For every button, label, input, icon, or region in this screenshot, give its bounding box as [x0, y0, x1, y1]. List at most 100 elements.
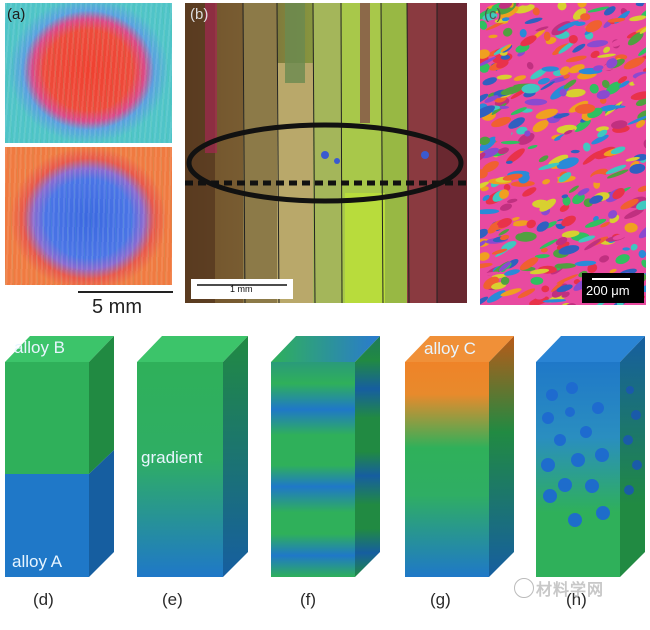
grain: [487, 224, 499, 234]
grain: [513, 75, 527, 81]
grain: [599, 255, 610, 263]
grain: [561, 215, 576, 227]
grain: [508, 117, 525, 129]
grain: [480, 7, 498, 20]
grain: [556, 157, 579, 170]
grain: [539, 198, 556, 212]
grain: [526, 61, 534, 70]
grain: [600, 221, 610, 228]
grain: [500, 54, 511, 60]
grain: [498, 261, 511, 272]
grain: [607, 17, 626, 23]
grain: [609, 105, 626, 109]
panel-a-top-map: [5, 3, 172, 143]
grain: [498, 3, 513, 9]
grain: [639, 214, 646, 223]
grain: [604, 6, 616, 16]
grain: [480, 240, 486, 247]
grain: [627, 32, 644, 46]
grain: [538, 77, 550, 85]
grain: [480, 105, 495, 119]
grain: [534, 254, 550, 259]
grain: [535, 108, 559, 120]
grain: [626, 31, 640, 39]
grain: [480, 252, 490, 261]
grain: [519, 29, 527, 38]
grain: [624, 222, 638, 233]
grain: [574, 59, 590, 65]
grain: [562, 195, 571, 206]
grain: [565, 88, 586, 98]
grain: [556, 241, 570, 250]
grain: [496, 74, 512, 80]
grain: [561, 291, 570, 298]
grain: [626, 104, 636, 112]
grain: [510, 107, 527, 116]
grain: [541, 66, 559, 72]
grain: [482, 13, 498, 21]
grain: [563, 130, 573, 135]
grain: [563, 74, 570, 79]
grain: [496, 218, 512, 228]
grain: [558, 245, 580, 255]
grain: [480, 271, 499, 277]
grain: [597, 53, 616, 58]
panel-a-bottom-map: [5, 147, 172, 285]
grain: [480, 152, 486, 161]
grain: [605, 164, 627, 175]
grain: [584, 238, 602, 251]
grain: [570, 149, 580, 154]
grain: [609, 268, 617, 273]
block-g-top-label: alloy C: [424, 339, 476, 358]
panel-c-svg: [480, 3, 646, 305]
panel-c-letter: (c): [484, 6, 502, 23]
grain: [498, 147, 509, 155]
grain: [538, 155, 549, 163]
grain: [629, 15, 646, 22]
grain: [554, 263, 576, 269]
grain: [589, 195, 603, 204]
grain: [574, 119, 591, 132]
grain: [635, 98, 646, 107]
grain: [572, 8, 587, 20]
grain: [630, 243, 638, 251]
grain: [568, 34, 578, 44]
panel-f-letter: (f): [300, 590, 317, 609]
block-d: [5, 336, 114, 577]
grain: [500, 44, 512, 53]
grain: [530, 276, 544, 285]
grain: [517, 288, 536, 299]
panel-e-letter: (e): [162, 590, 183, 609]
grain: [586, 40, 609, 48]
grain: [568, 185, 579, 193]
grain: [638, 250, 646, 258]
block-g: [405, 336, 514, 577]
grain: [535, 26, 549, 32]
grain: [500, 288, 522, 297]
grain: [638, 222, 646, 239]
grain: [619, 80, 630, 88]
grain: [500, 85, 523, 96]
grain: [583, 142, 591, 152]
grain: [592, 65, 604, 71]
grain: [486, 290, 506, 303]
grain: [612, 234, 626, 240]
grain: [521, 83, 540, 94]
grain: [551, 280, 566, 292]
grain: [578, 235, 596, 243]
grain: [641, 284, 646, 293]
grain: [519, 257, 539, 271]
panel-b-letter: (b): [190, 6, 209, 23]
grain: [557, 20, 579, 31]
grain: [480, 20, 488, 30]
grain: [558, 172, 572, 183]
grain: [536, 221, 549, 232]
panel-c-ebsd-map: [480, 3, 646, 305]
grain: [612, 188, 625, 200]
grain: [498, 228, 510, 236]
grain: [603, 46, 611, 54]
grain: [630, 91, 646, 100]
grain: [480, 93, 489, 105]
grain: [574, 103, 596, 114]
grain: [606, 169, 629, 179]
